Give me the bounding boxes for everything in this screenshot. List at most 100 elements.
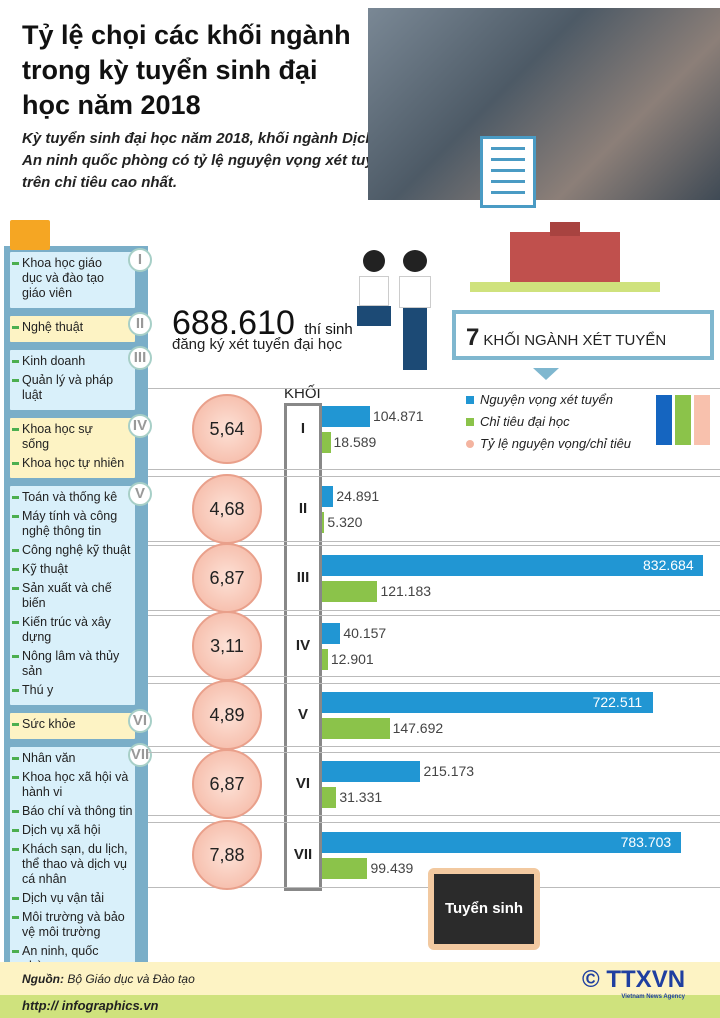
demand-bar: [322, 623, 341, 644]
sidebar-group-ii: Nghệ thuật II: [10, 312, 152, 342]
demand-value: 40.157: [343, 625, 387, 641]
sidebar-item: Dịch vụ vận tải: [12, 891, 133, 906]
quota-value: 12.901: [330, 651, 374, 667]
sidebar-item: Khoa học tự nhiên: [12, 456, 133, 471]
ttxvn-logo: © TTXVN Vietnam News Agency: [582, 966, 686, 1000]
website-link[interactable]: http:// infographics.vn: [22, 998, 159, 1013]
quota-value: 121.183: [380, 583, 432, 599]
sidebar-item: Quản lý và pháp luật: [12, 373, 133, 403]
category-label: VI: [295, 775, 311, 792]
demand-bar: [322, 692, 653, 713]
groups-box: 7 KHỐI NGÀNH XÉT TUYỂN: [452, 310, 714, 360]
sidebar-item: Khách sạn, du lịch, thể thao và dịch vụ …: [12, 842, 133, 887]
demand-bar: [322, 486, 334, 507]
university-icon: [470, 222, 660, 302]
roman-badge: V: [128, 482, 152, 506]
ratio-circle: 6,87: [192, 749, 262, 819]
students-icon: [355, 250, 445, 380]
sidebar-item: Sức khỏe: [12, 717, 123, 732]
sidebar-group-iii: Kinh doanh Quản lý và pháp luật III: [10, 346, 152, 410]
quota-bar: [322, 432, 331, 453]
chart-row: [148, 388, 720, 470]
demand-value: 722.511: [592, 694, 643, 710]
quota-value: 5.320: [327, 514, 363, 530]
chart-row: [148, 752, 720, 816]
chart-row: [148, 683, 720, 747]
quota-bar: [322, 512, 325, 533]
demand-value: 783.703: [620, 834, 672, 850]
sidebar-item: Môi trường và bảo vệ môi trường: [12, 910, 133, 940]
footer-strip: [0, 995, 720, 1018]
demand-value: 24.891: [336, 488, 380, 504]
ratio-circle: 4,68: [192, 474, 262, 544]
category-label: VII: [293, 846, 313, 863]
quota-value: 18.589: [333, 434, 377, 450]
sidebar-item: Khoa học sự sống: [12, 422, 123, 452]
category-label: V: [297, 706, 308, 723]
sidebar-group-vii: Nhân văn Khoa học xã hội và hành vi Báo ch…: [10, 743, 152, 981]
page-title: Tỷ lệ chọi các khối ngành trong kỳ tuyển…: [22, 20, 351, 120]
demand-value: 104.871: [372, 408, 424, 424]
demand-value: 215.173: [423, 763, 475, 779]
category-label: I: [300, 420, 306, 437]
demand-bar: [322, 832, 681, 853]
sidebar-item: Kỹ thuật: [12, 562, 133, 577]
sidebar-item: Máy tính và công nghệ thông tin: [12, 509, 133, 539]
arrow-down-icon: [533, 368, 559, 380]
quota-bar: [322, 787, 337, 808]
legend-ratio: Tỷ lệ nguyện vọng/chỉ tiêu: [466, 436, 631, 451]
ratio-circle: 7,88: [192, 820, 262, 890]
sidebar-item: Khoa học giáo dục và đào tạo giáo viên: [12, 256, 123, 301]
quota-bar: [322, 858, 368, 879]
subtitle: Kỳ tuyển sinh đại học năm 2018, khối ngà…: [22, 130, 401, 191]
sidebar-item: Toán và thống kê: [12, 490, 123, 505]
legend-quota: Chỉ tiêu đại học: [466, 414, 570, 429]
sidebar-item: Dịch vụ xã hội: [12, 823, 133, 838]
quota-bar: [322, 581, 378, 602]
roman-badge: II: [128, 312, 152, 336]
document-icon: [480, 136, 536, 208]
sidebar-group-vi: Sức khỏe VI: [10, 709, 152, 739]
legend-demand: Nguyện vọng xét tuyển: [466, 392, 613, 407]
ratio-circle: 6,87: [192, 543, 262, 613]
source: Nguồn: Bộ Giáo dục và Đào tạo: [22, 972, 195, 986]
candidates-count: 688.610 thí sinh: [172, 304, 353, 342]
quota-bar: [322, 718, 390, 739]
sidebar-item: Báo chí và thông tin: [12, 804, 133, 818]
binders-icon: [656, 395, 712, 445]
roman-badge: III: [128, 346, 152, 370]
sidebar-item: Sản xuất và chế biến: [12, 581, 133, 611]
sidebar-groups: Khoa học giáo dục và đào tạo giáo viên I N…: [4, 246, 152, 995]
sidebar-item: Kiến trúc và xây dựng: [12, 615, 133, 645]
folder-icon: [10, 220, 50, 250]
sidebar-group-iv: Khoa học sự sống Khoa học tự nhiên IV: [10, 414, 152, 478]
demand-bar: [322, 406, 370, 427]
sidebar-item: Nghệ thuật: [12, 320, 123, 335]
quota-value: 99.439: [370, 860, 414, 876]
sidebar-item: Nông lâm và thủy sản: [12, 649, 133, 679]
students-photo: [368, 8, 720, 200]
chart-row: [148, 615, 720, 677]
sidebar-group-i: Khoa học giáo dục và đào tạo giáo viên I: [10, 248, 152, 308]
sidebar-item: Công nghệ kỹ thuật: [12, 543, 133, 558]
roman-badge: VII: [128, 743, 152, 767]
chart-row: [148, 476, 720, 542]
quota-value: 31.331: [339, 789, 383, 805]
board-sign: Tuyển sinh: [428, 868, 540, 950]
roman-badge: VI: [128, 709, 152, 733]
candidates-desc: đăng ký xét tuyển đại học: [172, 336, 343, 353]
demand-bar: [322, 761, 421, 782]
sidebar-group-v: Toán và thống kê Máy tính và công nghệ th…: [10, 482, 152, 705]
quota-bar: [322, 649, 328, 670]
demand-bar: [322, 555, 703, 576]
sidebar-item: Khoa học xã hội và hành vi: [12, 770, 133, 800]
ratio-circle: 5,64: [192, 394, 262, 464]
chart-row: [148, 545, 720, 611]
category-label: IV: [295, 637, 311, 654]
ratio-circle: 3,11: [192, 611, 262, 681]
sidebar-item: Thú y: [12, 683, 133, 698]
demand-value: 832.684: [643, 557, 694, 573]
quota-value: 147.692: [392, 720, 444, 736]
roman-badge: IV: [128, 414, 152, 438]
category-label: II: [298, 500, 308, 517]
